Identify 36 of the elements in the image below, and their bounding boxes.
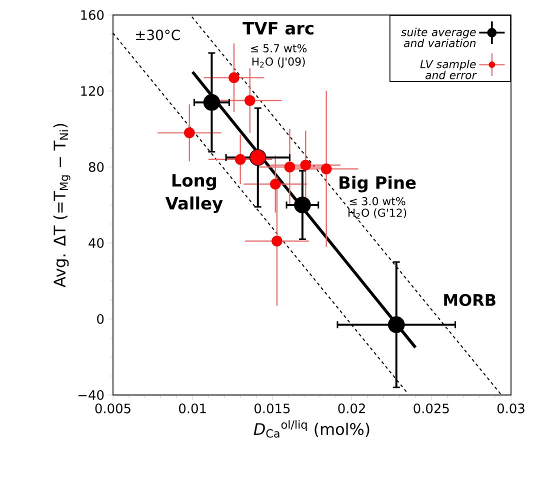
x-axis-title: D$_{Ca}$$^{ol/liq}$ (mol%) bbox=[254, 420, 370, 438]
point bbox=[388, 316, 405, 334]
annotation: Big Pine bbox=[340, 176, 416, 192]
y-tick-label: 120 bbox=[81, 86, 104, 96]
x-tick-label: 0.005 bbox=[95, 404, 130, 414]
point bbox=[184, 127, 195, 138]
annotation: Long Valley bbox=[165, 174, 223, 214]
point bbox=[284, 162, 296, 172]
x-tick-label: 0.015 bbox=[254, 404, 290, 414]
point bbox=[244, 95, 256, 106]
x-tick-label: 0.02 bbox=[338, 404, 365, 414]
point bbox=[234, 154, 246, 165]
x-tick-label: 0.01 bbox=[179, 404, 206, 414]
annotation: ≤ 5.7 wt% bbox=[251, 44, 307, 52]
point bbox=[228, 72, 240, 84]
annotation: ±30°C bbox=[136, 30, 180, 40]
point bbox=[320, 164, 332, 174]
y-tick-label: 160 bbox=[81, 10, 104, 20]
y-axis-title: Avg. ΔT (=T$_{Mg}$ − T$_{Ni}$) bbox=[53, 124, 70, 288]
annotation: H$_{2}$O (G'12) bbox=[348, 208, 406, 219]
legend-label: LV sample and error bbox=[420, 60, 477, 80]
point bbox=[203, 94, 220, 111]
y-tick-label: 80 bbox=[88, 162, 104, 172]
point bbox=[294, 196, 311, 214]
x-tick-label: 0.025 bbox=[414, 404, 449, 414]
legend-label: suite average and variation bbox=[401, 28, 476, 48]
point bbox=[272, 236, 282, 246]
x-tick-label: 0.03 bbox=[497, 404, 524, 414]
y-tick-label: 40 bbox=[88, 238, 104, 248]
y-tick-label: 0 bbox=[97, 314, 104, 324]
annotation: MORB bbox=[444, 294, 496, 306]
y-tick-label: −40 bbox=[78, 390, 104, 400]
annotation: ≤ 3.0 wt% bbox=[350, 197, 406, 206]
annotation: H$_{2}$O (J'09) bbox=[252, 57, 305, 68]
point bbox=[270, 178, 281, 190]
annotation: TVF arc bbox=[242, 22, 314, 35]
